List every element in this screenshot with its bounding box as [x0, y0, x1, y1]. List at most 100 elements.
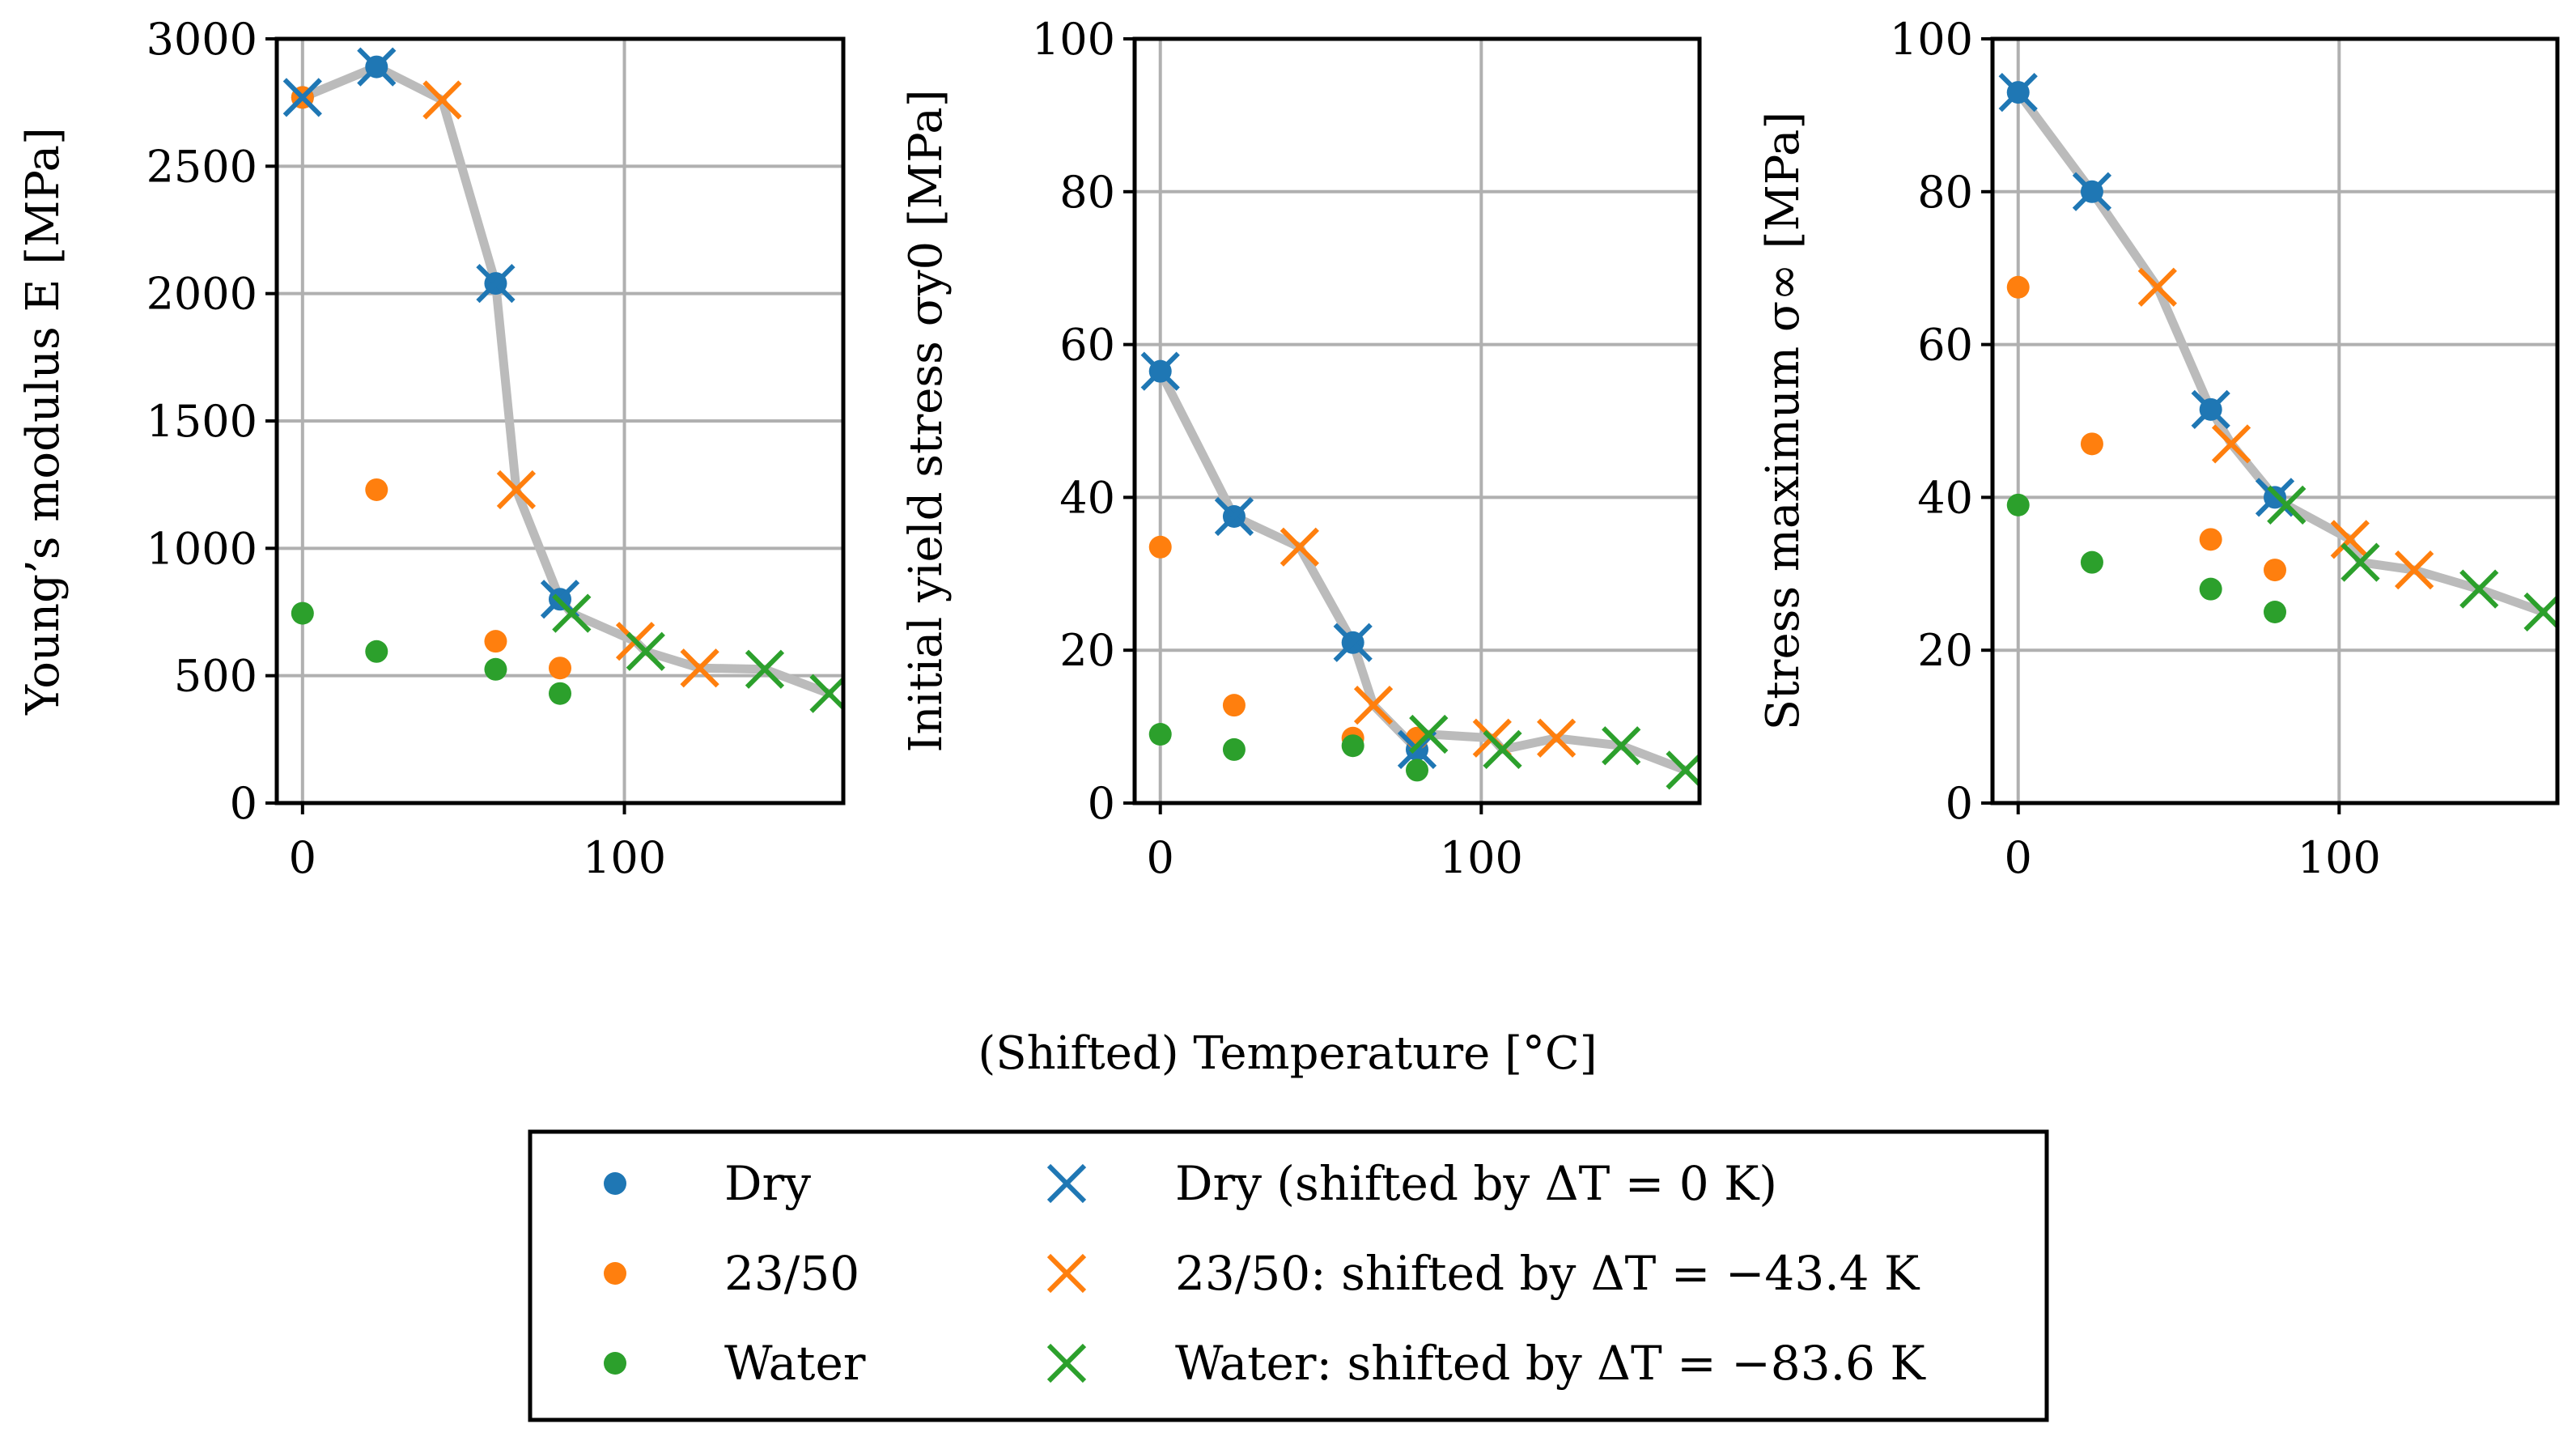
point-dry-shifted [1998, 72, 2038, 113]
y-axis-label: Stress maximum σ∞ [MPa] [1757, 112, 1810, 730]
point-dry-shifted [476, 263, 516, 304]
y-tick-label: 20 [1917, 625, 1973, 676]
legend-entry-dry-shifted: Dry (shifted by ΔT = 0 K) [1046, 1156, 1777, 1211]
point-dry-shifted [282, 78, 322, 117]
data-marks [1140, 351, 1700, 790]
y-tick-label: 3000 [146, 14, 257, 65]
grid-lines [1135, 37, 1700, 805]
chart-panel-3: 0 20 40 60 80 100 0 100 Stress maximum σ∞ [MPa] [1757, 14, 2560, 883]
y-axis-label: Young’s modulus E [MPa] [17, 127, 70, 716]
legend-entry-dry: Dry [604, 1156, 811, 1211]
x-tick-label: 0 [2005, 832, 2032, 883]
point-water [1406, 759, 1428, 782]
point-water-shifted [1409, 714, 1449, 754]
point-dry-shifted [2255, 478, 2295, 517]
y-tick-label: 100 [1890, 14, 1973, 65]
axes-frame [1990, 36, 2560, 805]
data-marks [1998, 72, 2557, 632]
legend-marker-x [1046, 1163, 1087, 1204]
point-water [1341, 734, 1364, 758]
point-water-shifted [809, 674, 843, 713]
point-ambient-shifted [680, 648, 719, 688]
data-marks [282, 47, 843, 713]
point-dry-shifted [2191, 389, 2230, 429]
point-ambient [365, 478, 388, 501]
point-ambient-shifted [2211, 424, 2251, 464]
y-tick-label: 60 [1917, 320, 1973, 371]
y-tick-label: 80 [1917, 167, 1973, 218]
point-ambient [2264, 559, 2286, 582]
x-tick-label: 100 [1440, 832, 1523, 883]
legend-label: 23/50 [724, 1246, 859, 1301]
point-water [1148, 723, 1172, 746]
point-ambient [2080, 432, 2103, 456]
point-ambient-shifted [2394, 550, 2434, 590]
point-ambient-shifted [1353, 686, 1394, 725]
point-dry-shifted [2072, 172, 2112, 211]
x-axis-label: (Shifted) Temperature [°C] [978, 1027, 1597, 1080]
point-ambient-shifted [1280, 527, 1319, 567]
point-ambient [484, 630, 507, 653]
point-ambient-shifted [422, 80, 462, 120]
point-water [484, 657, 507, 681]
y-axis-label: Initial yield stress σy0 [MPa] [900, 89, 953, 752]
point-water-shifted [2459, 569, 2499, 609]
point-ambient-shifted [496, 470, 537, 510]
point-water-shifted [1483, 729, 1522, 770]
y-tick-label: 20 [1059, 625, 1115, 676]
legend-label: 23/50: shifted by ΔT = −43.4 K [1175, 1246, 1920, 1301]
point-water [2199, 577, 2222, 601]
point-water-shifted [626, 631, 665, 671]
point-water [2264, 601, 2286, 623]
axes-frame [1132, 36, 1702, 805]
point-water-shifted [2267, 485, 2307, 525]
point-water-shifted [1602, 726, 1641, 766]
point-ambient-shifted [2137, 267, 2177, 307]
legend-marker-dot [604, 1262, 626, 1285]
legend-marker-x [1046, 1343, 1087, 1383]
chart-panel-2: 0 20 40 60 80 100 0 100 Initial yield stress σy0… [900, 14, 1702, 883]
point-ambient [1222, 694, 1246, 717]
y-tick-label: 60 [1059, 320, 1115, 371]
point-water [291, 601, 314, 625]
master-curve-line [2014, 87, 2548, 617]
legend-entry-water-shifted: Water: shifted by ΔT = −83.6 K [1046, 1336, 1926, 1391]
y-tick-label: 40 [1059, 472, 1115, 523]
x-tick-label: 100 [2298, 832, 2381, 883]
legend-entry-ambient: 23/50 [604, 1246, 859, 1301]
point-ambient [2006, 275, 2030, 299]
legend-label: Water [724, 1336, 866, 1391]
chart-panel-1: 0 500 1000 1500 2000 2500 3000 0 100 Young’s modu… [17, 14, 846, 883]
point-ambient-shifted [1536, 718, 1577, 758]
point-ambient [1148, 535, 1172, 559]
point-water [2080, 550, 2103, 574]
y-tick-label: 1500 [146, 396, 257, 447]
x-tick-label: 0 [1147, 832, 1174, 883]
point-water-shifted [1666, 750, 1700, 790]
point-water-shifted [2340, 542, 2380, 582]
y-tick-label: 0 [1946, 778, 1973, 829]
legend-label: Dry [724, 1156, 811, 1211]
legend-label: Water: shifted by ΔT = −83.6 K [1175, 1336, 1926, 1391]
y-tick-label: 2500 [146, 141, 257, 192]
point-water [2006, 493, 2030, 516]
legend-marker-dot [604, 1172, 626, 1195]
x-tick-label: 100 [583, 832, 666, 883]
y-tick-label: 0 [230, 778, 257, 829]
point-ambient-shifted [2330, 520, 2370, 559]
point-water-shifted [745, 649, 785, 689]
point-ambient [549, 657, 571, 680]
point-water [1222, 737, 1246, 761]
y-tick-label: 80 [1059, 167, 1115, 218]
point-dry-shifted [1214, 496, 1254, 537]
legend-marker-dot [604, 1352, 626, 1375]
y-tick-label: 100 [1032, 14, 1115, 65]
point-water-shifted [552, 593, 592, 633]
point-dry-shifted [1333, 623, 1373, 662]
y-tick-label: 40 [1917, 472, 1973, 523]
point-water [549, 682, 571, 705]
point-water-shifted [2523, 592, 2557, 632]
point-ambient [2199, 528, 2222, 551]
